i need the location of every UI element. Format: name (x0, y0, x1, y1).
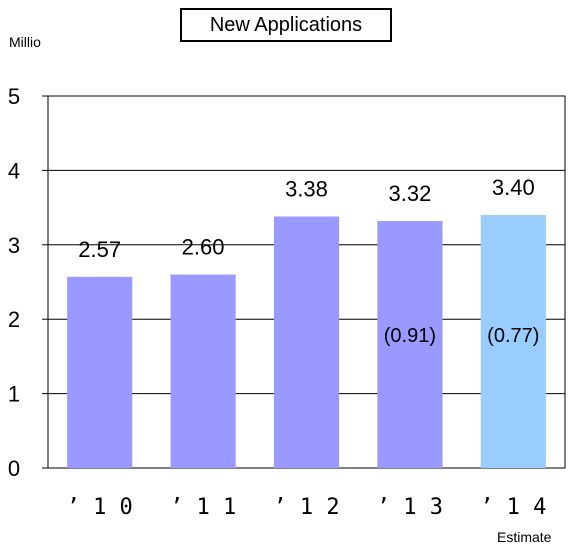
bar (377, 220, 443, 468)
bar-value-label: 3.32 (388, 181, 431, 206)
bar (273, 216, 340, 468)
bar-value-label: 2.57 (78, 237, 121, 262)
x-tick-label: ’ 1 0 (67, 495, 133, 520)
bar-inner-label: (0.77) (487, 325, 539, 347)
y-axis-unit-label: Millio (9, 34, 41, 50)
bar-value-label: 3.38 (285, 177, 328, 202)
bar-value-label: 3.40 (492, 175, 535, 200)
bar (67, 276, 133, 468)
x-tick-label: ’ 1 4 (480, 495, 546, 520)
y-tick-label: 5 (8, 84, 20, 109)
bar (170, 274, 236, 468)
y-tick-label: 0 (8, 456, 20, 481)
x-tick-label: ’ 1 2 (273, 495, 339, 520)
bar (480, 215, 546, 468)
estimate-note: Estimate (497, 529, 552, 545)
bar-value-label: 2.60 (182, 235, 225, 260)
y-tick-label: 3 (8, 233, 20, 258)
chart-title: New Applications (180, 8, 392, 42)
y-tick-label: 4 (8, 158, 20, 183)
x-tick-label: ’ 1 1 (170, 495, 236, 520)
bar-inner-label: (0.91) (384, 325, 436, 347)
x-tick-label: ’ 1 3 (377, 495, 443, 520)
y-tick-label: 1 (8, 382, 20, 407)
y-tick-label: 2 (8, 307, 20, 332)
chart-title-text: New Applications (209, 13, 363, 36)
